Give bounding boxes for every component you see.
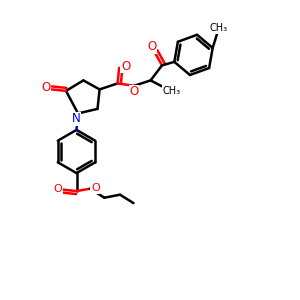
Text: O: O <box>121 60 130 73</box>
Text: O: O <box>91 183 100 193</box>
Text: CH₃: CH₃ <box>163 86 181 96</box>
Text: O: O <box>53 184 62 194</box>
Text: N: N <box>72 112 81 125</box>
Text: O: O <box>130 85 139 98</box>
Text: O: O <box>147 40 156 53</box>
Text: CH₃: CH₃ <box>210 23 228 33</box>
Text: O: O <box>42 81 51 94</box>
